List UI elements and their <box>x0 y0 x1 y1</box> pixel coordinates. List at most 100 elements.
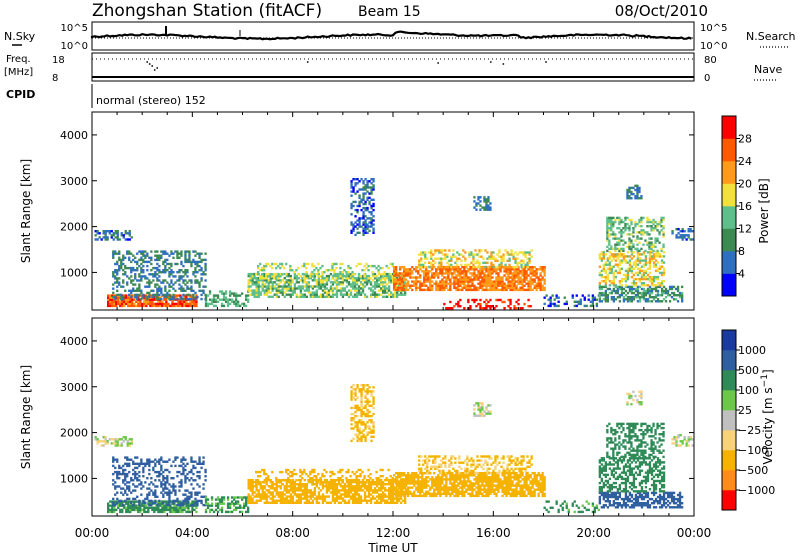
power-cell <box>407 272 410 275</box>
velocity-cell <box>102 444 105 447</box>
velocity-cell <box>317 491 321 494</box>
velocity-cell <box>299 497 302 500</box>
power-cell <box>297 273 300 276</box>
power-cell <box>491 280 494 283</box>
power-cell <box>608 233 611 236</box>
velocity-cell <box>148 491 151 494</box>
velocity-cell <box>229 504 232 507</box>
power-cell <box>359 291 363 294</box>
power-cell <box>494 257 497 260</box>
power-cell <box>130 266 133 270</box>
velocity-cell <box>323 499 327 502</box>
power-cell <box>479 268 482 271</box>
power-cell <box>373 287 377 290</box>
power-cell <box>626 291 630 295</box>
power-cell <box>114 275 117 278</box>
power-cell <box>467 268 470 271</box>
power-cell <box>132 269 135 272</box>
velocity-cell <box>182 456 185 459</box>
velocity-cell <box>154 458 157 461</box>
power-cell <box>660 291 664 295</box>
power-cell <box>226 304 230 308</box>
velocity-cell <box>127 500 130 503</box>
velocity-cell <box>247 487 250 490</box>
power-cell <box>461 288 464 292</box>
velocity-cell <box>163 506 166 509</box>
velocity-cell <box>202 462 205 465</box>
velocity-cell <box>204 503 207 507</box>
power-cell <box>640 229 643 232</box>
power-cell <box>180 250 183 253</box>
power-cell <box>608 229 611 232</box>
power-cell <box>409 284 412 287</box>
power-cell <box>511 284 514 287</box>
power-cell <box>125 298 128 301</box>
power-cell <box>151 304 154 308</box>
power-cell <box>612 271 615 275</box>
velocity-cell <box>257 499 260 502</box>
power-cell <box>614 245 617 248</box>
velocity-cell <box>204 475 207 478</box>
power-cell <box>189 304 192 308</box>
power-cell <box>196 260 199 264</box>
power-cell <box>475 288 478 292</box>
velocity-cell <box>159 508 162 512</box>
power-cell <box>674 298 678 301</box>
velocity-cell <box>186 499 189 503</box>
velocity-cell <box>119 502 122 505</box>
power-cell <box>143 304 146 308</box>
power-cell <box>483 288 486 292</box>
power-cell <box>433 276 436 279</box>
power-cell <box>462 255 465 258</box>
velocity-cell <box>295 501 298 504</box>
power-cell <box>247 298 250 301</box>
power-cell <box>122 281 125 284</box>
velocity-cell <box>111 510 114 514</box>
power-cell <box>337 281 341 284</box>
power-cell <box>362 213 365 216</box>
power-cell <box>685 234 688 237</box>
power-cell <box>439 282 442 285</box>
power-cell <box>188 254 191 257</box>
power-cell <box>419 288 422 292</box>
power-cell <box>608 239 611 242</box>
power-cell <box>156 291 159 295</box>
velocity-cell <box>142 462 145 465</box>
power-cell <box>543 270 546 273</box>
velocity-cell <box>195 506 198 509</box>
power-cell <box>646 241 649 244</box>
power-cell <box>317 277 321 280</box>
power-cell <box>630 251 634 254</box>
power-cell <box>429 270 432 273</box>
power-cell <box>343 287 347 290</box>
power-cell <box>315 266 318 270</box>
power-cell <box>472 259 475 262</box>
velocity-cell <box>357 499 361 502</box>
power-cell <box>140 256 143 259</box>
power-cell <box>575 294 578 297</box>
velocity-cell <box>126 456 129 459</box>
power-cell <box>646 284 650 287</box>
power-cell <box>160 250 163 253</box>
power-cell <box>364 188 367 191</box>
power-cell <box>591 298 594 301</box>
power-cell <box>190 289 193 292</box>
power-cell <box>681 238 684 241</box>
power-cell <box>170 295 173 299</box>
velocity-cell <box>365 495 369 498</box>
power-cell <box>351 271 354 274</box>
power-cell <box>533 280 536 283</box>
power-cell <box>622 287 626 291</box>
power-cell <box>435 286 438 289</box>
power-cell <box>367 287 371 290</box>
power-cell <box>465 278 468 281</box>
power-cell <box>305 281 308 284</box>
power-cell <box>368 192 371 195</box>
power-cell <box>443 276 446 279</box>
power-cell <box>425 270 428 273</box>
power-cell <box>533 272 536 275</box>
velocity-cell <box>128 489 131 492</box>
power-cell <box>608 220 611 224</box>
power-cell <box>362 192 365 195</box>
power-cell <box>509 307 512 310</box>
